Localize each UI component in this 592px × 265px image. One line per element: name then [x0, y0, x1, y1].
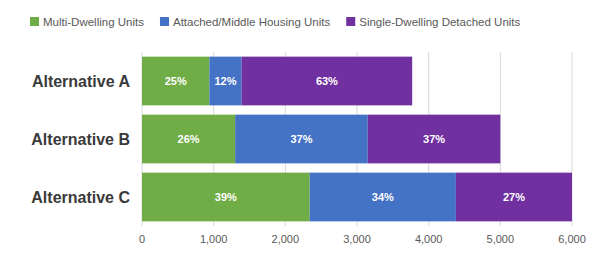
tick-label: 1,000: [200, 233, 228, 245]
data-label: 25%: [165, 75, 187, 87]
legend-label: Attached/Middle Housing Units: [173, 16, 330, 28]
data-label: 37%: [290, 133, 312, 145]
bar-segment: [142, 115, 235, 164]
chart: 0 1,000 2,000 3,000 4,000 5,000 6,000 25% 12% 63%…: [0, 0, 592, 265]
tick-label: 4,000: [415, 233, 443, 245]
data-labels: 25% 12% 63% 26% 37% 37% 39% 34% 27%: [165, 75, 526, 203]
tick-label: 5,000: [487, 233, 515, 245]
data-label: 26%: [178, 133, 200, 145]
legend: Multi-Dwelling Units Attached/Middle Hous…: [30, 16, 521, 28]
bar-segment: [456, 173, 572, 222]
bar-segment: [142, 173, 310, 222]
legend-swatch: [160, 17, 169, 26]
tick-label: 2,000: [272, 233, 300, 245]
tick-label: 3,000: [343, 233, 371, 245]
bar-segment: [142, 57, 209, 106]
data-label: 12%: [214, 75, 236, 87]
data-label: 39%: [215, 191, 237, 203]
bar-segment: [242, 57, 413, 106]
data-label: 63%: [316, 75, 338, 87]
data-label: 37%: [423, 133, 445, 145]
legend-swatch: [346, 17, 355, 26]
category-label: Alternative C: [31, 189, 130, 206]
bar-segment: [310, 173, 456, 222]
legend-label: Single-Dwelling Detached Units: [359, 16, 520, 28]
category-label: Alternative B: [31, 131, 130, 148]
data-label: 27%: [503, 191, 525, 203]
legend-label: Multi-Dwelling Units: [43, 16, 144, 28]
bar-segment: [368, 115, 501, 164]
category-label: Alternative A: [32, 73, 131, 90]
bar-segment: [235, 115, 368, 164]
legend-swatch: [30, 17, 39, 26]
tick-label: 0: [139, 233, 145, 245]
bars: [142, 57, 572, 222]
data-label: 34%: [372, 191, 394, 203]
tick-label: 6,000: [558, 233, 586, 245]
grid: [142, 52, 572, 226]
bar-segment: [209, 57, 241, 106]
